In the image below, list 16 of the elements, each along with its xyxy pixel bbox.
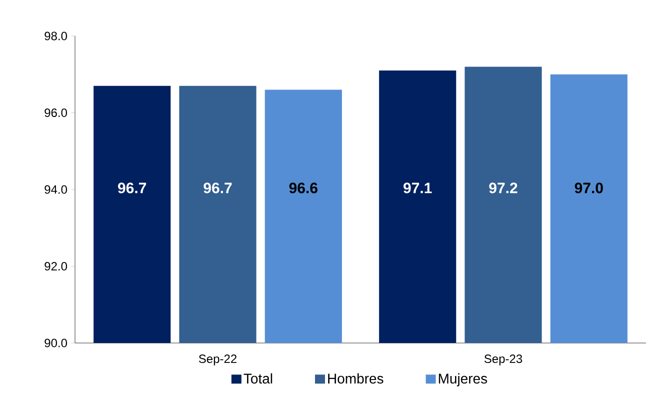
legend-label: Mujeres: [438, 373, 488, 386]
data-label: 97.1: [404, 182, 432, 194]
legend-label: Total: [244, 373, 272, 384]
y-tick-label: 94.0: [44, 185, 68, 194]
data-label: 96.6: [289, 182, 318, 194]
y-tick-label: 98.0: [44, 32, 68, 40]
y-tick-label: 96.0: [44, 108, 68, 117]
data-label: 96.7: [204, 182, 232, 194]
y-tick-label: 92.0: [44, 262, 68, 270]
y-tick-label: 90.0: [44, 338, 68, 348]
x-tick-label: Sep-22: [198, 354, 236, 366]
data-label: 97.0: [574, 182, 603, 194]
data-label: 97.2: [489, 182, 518, 194]
data-label: 96.7: [118, 182, 146, 194]
x-tick-label: Sep-23: [484, 354, 522, 366]
legend-label: Hombres: [328, 373, 384, 384]
